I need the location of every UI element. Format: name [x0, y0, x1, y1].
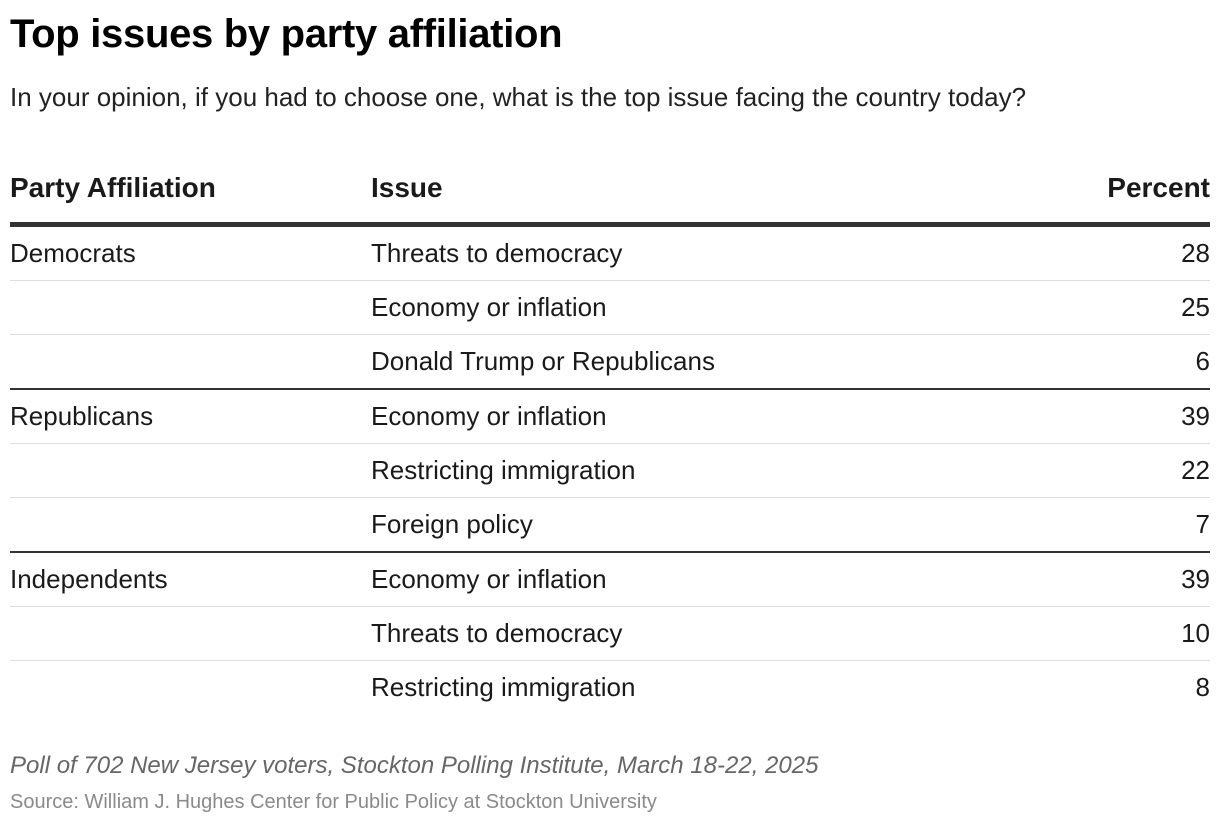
percent-cell: 7	[1195, 509, 1210, 539]
table-row: Economy or inflation 25	[10, 281, 1210, 335]
table-row: Republicans Economy or inflation 39	[10, 390, 1210, 444]
issue-cell: Restricting immigration	[371, 455, 636, 485]
table-row: Restricting immigration 22	[10, 444, 1210, 498]
chart-subtitle: In your opinion, if you had to choose on…	[10, 82, 1027, 112]
party-cell: Republicans	[10, 401, 154, 431]
table-row: Independents Economy or inflation 39	[10, 553, 1210, 607]
issue-cell: Economy or inflation	[371, 401, 607, 431]
issue-cell: Donald Trump or Republicans	[371, 346, 715, 376]
data-table: Party Affiliation Issue Percent Democrat…	[10, 160, 1210, 714]
table-row: Democrats Threats to democracy 28	[10, 227, 1210, 281]
party-cell: Independents	[10, 564, 168, 594]
table-row: Restricting immigration 8	[10, 661, 1210, 714]
source-note: Source: William J. Hughes Center for Pub…	[10, 791, 657, 813]
footnote: Poll of 702 New Jersey voters, Stockton …	[10, 752, 819, 779]
issue-cell: Economy or inflation	[371, 564, 607, 594]
header-percent: Percent	[1107, 172, 1210, 203]
party-cell: Democrats	[10, 238, 136, 268]
issue-cell: Threats to democracy	[371, 238, 623, 268]
percent-cell: 10	[1181, 618, 1210, 648]
issue-cell: Threats to democracy	[371, 618, 623, 648]
percent-cell: 8	[1195, 672, 1210, 702]
percent-cell: 39	[1181, 564, 1210, 594]
percent-cell: 22	[1181, 455, 1210, 485]
issue-cell: Foreign policy	[371, 509, 533, 539]
chart-title: Top issues by party affiliation	[10, 12, 563, 56]
table-body: Democrats Threats to democracy 28 Economy o…	[10, 227, 1210, 714]
header-party: Party Affiliation	[10, 172, 216, 203]
percent-cell: 39	[1181, 401, 1210, 431]
table-row: Foreign policy 7	[10, 498, 1210, 553]
table-row: Threats to democracy 10	[10, 607, 1210, 661]
table-header: Party Affiliation Issue Percent	[10, 160, 1210, 227]
issue-cell: Restricting immigration	[371, 672, 636, 702]
percent-cell: 6	[1195, 346, 1210, 376]
issue-cell: Economy or inflation	[371, 292, 607, 322]
percent-cell: 25	[1181, 292, 1210, 322]
header-issue: Issue	[371, 172, 443, 203]
table-row: Donald Trump or Republicans 6	[10, 335, 1210, 390]
percent-cell: 28	[1181, 238, 1210, 268]
